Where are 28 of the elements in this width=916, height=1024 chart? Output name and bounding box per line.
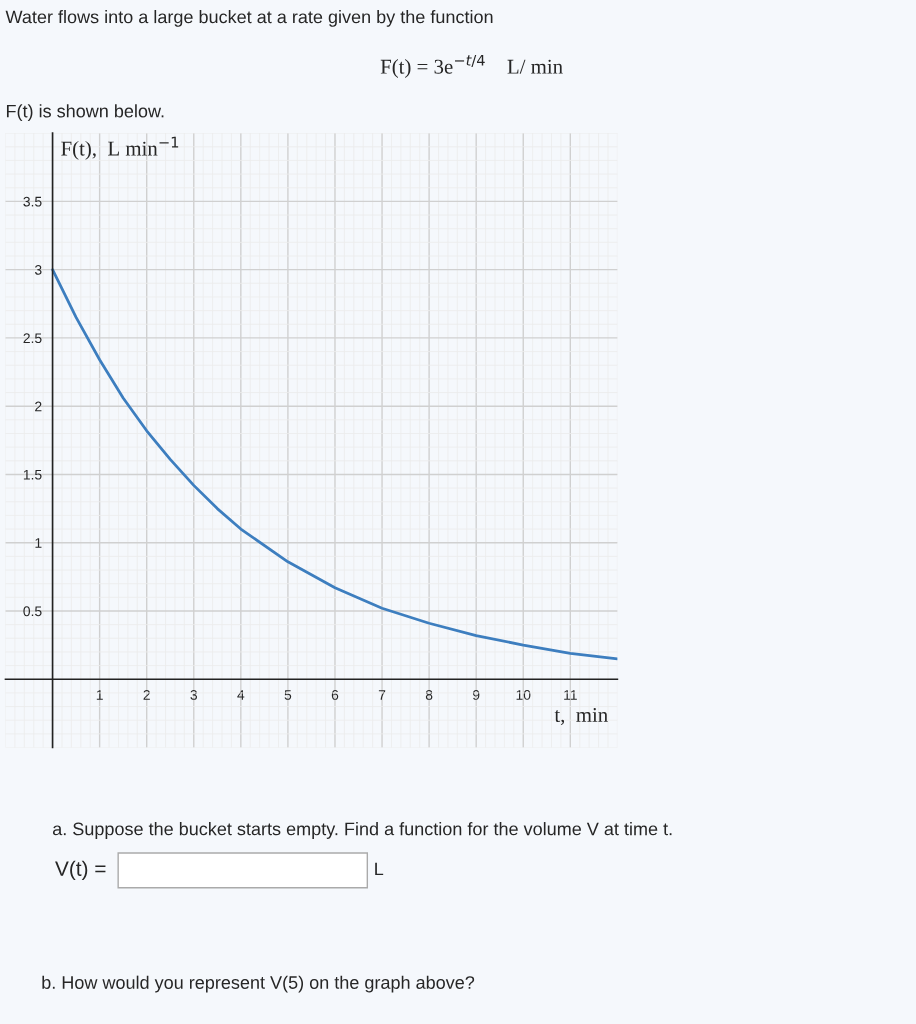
y-tick-label: 3.5 — [23, 196, 42, 207]
x-tick-label: 1 — [96, 690, 103, 700]
x-axis-title: t, min — [554, 708, 608, 726]
x-tick-label: 5 — [284, 690, 292, 700]
y-tick-label: 0.5 — [23, 606, 42, 617]
y-tick-label: 1 — [35, 538, 42, 548]
line-series — [51, 268, 618, 661]
y-tick-label: 2 — [35, 401, 42, 412]
x-tick-label: 9 — [472, 690, 480, 700]
x-tick-label: 11 — [564, 690, 577, 700]
text: F(t) is shown below. — [6, 104, 164, 122]
text: b. How would you represent V(5) on the graph above? — [42, 975, 475, 993]
x-tick-label: 4 — [237, 690, 245, 700]
text: L — [375, 862, 384, 876]
x-tick-label: 2 — [143, 690, 150, 700]
x-tick-label: 10 — [516, 690, 531, 700]
x-tick-label: 7 — [378, 690, 386, 700]
x-tick-label: 6 — [331, 690, 339, 700]
x-tick-label: 8 — [425, 690, 433, 700]
x-tick-label: 3 — [190, 690, 198, 700]
y-tick-label: 3 — [34, 264, 42, 275]
text: F(t) = 3e$^{−t/4}$ L/ min — [380, 54, 563, 78]
y-axis-title: F(t), L min$^{−1}$ — [61, 136, 179, 160]
y-tick-label: 1.5 — [23, 469, 42, 480]
y-tick-label: 2.5 — [23, 333, 42, 344]
chart-title: Water flows into a large bucket at a rate given by the function — [5, 10, 493, 27]
text: a. Suppose the bucket starts empty. Find a function for the volume V at time t. — [52, 822, 672, 839]
text: V(t) = — [55, 860, 106, 881]
